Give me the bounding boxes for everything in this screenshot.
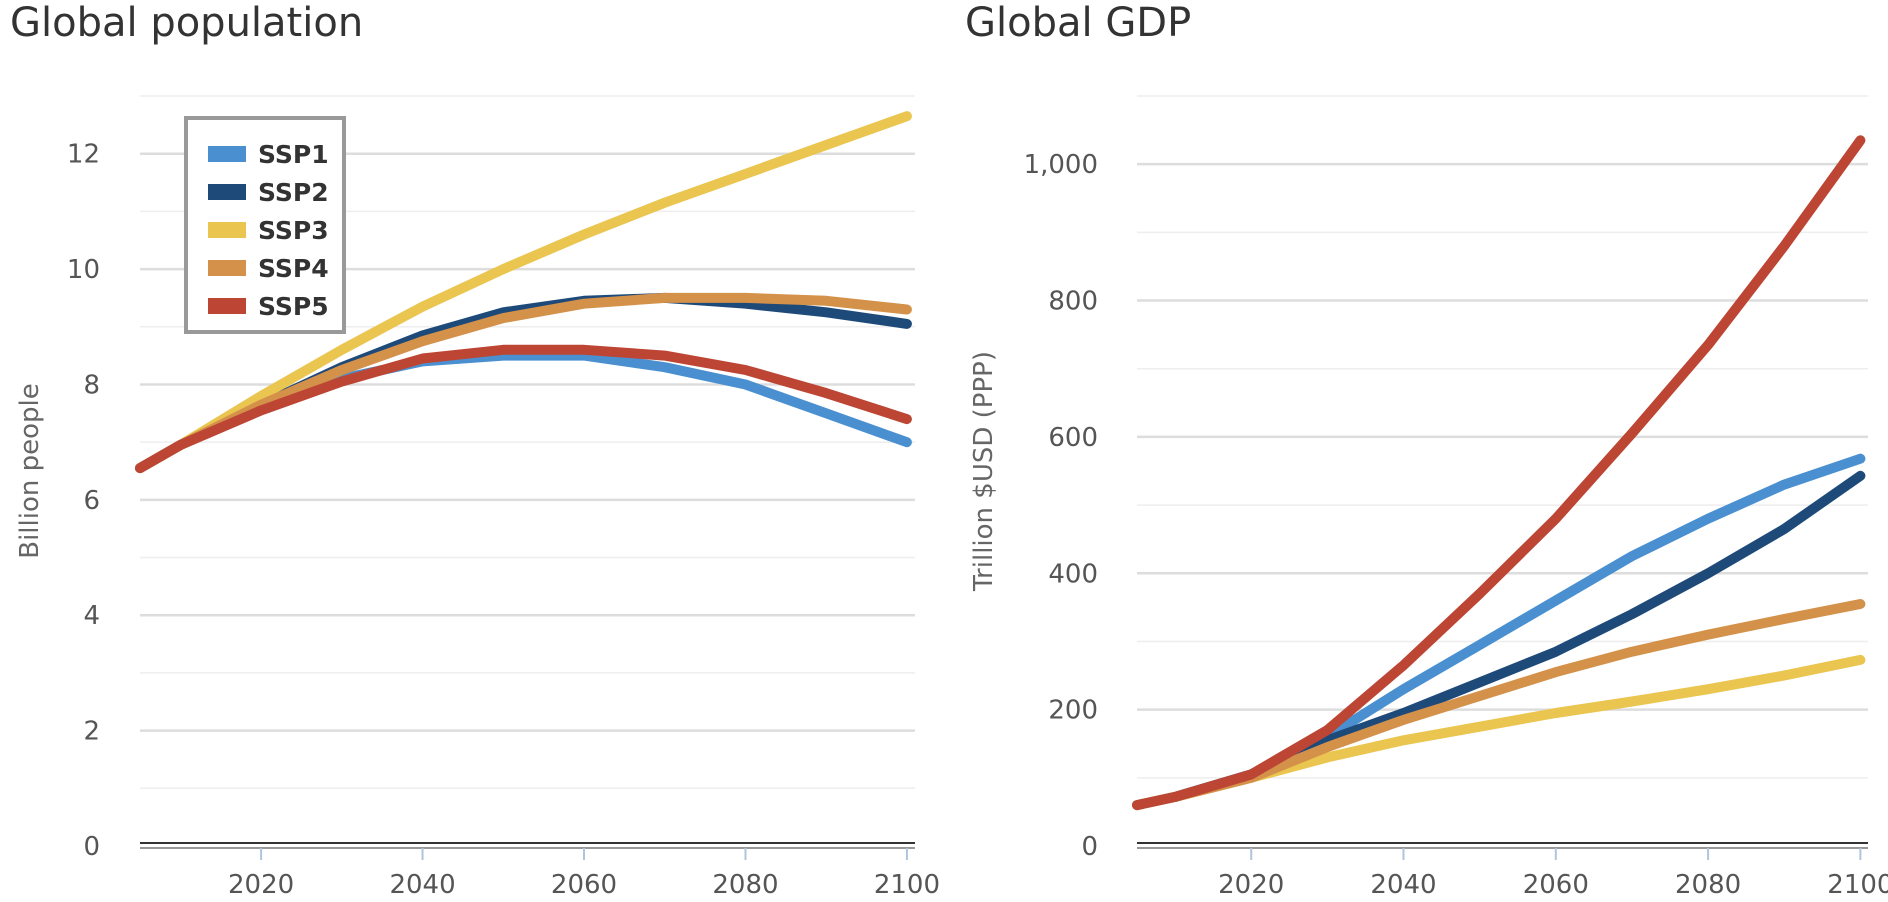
y-axis-label: Billion people (15, 383, 45, 559)
y-tick-label: 200 (1048, 696, 1098, 726)
x-tick-label: 2040 (389, 870, 455, 900)
chart-1: 0 200 400 600 800 1,000 2020 2040 2060 2080 2100 Tr… (969, 95, 1888, 900)
series-line-ssp2 (1132, 470, 1866, 811)
legend-swatch (208, 146, 246, 162)
legend-swatch (208, 298, 246, 314)
legend: SSP1 SSP2 SSP3 SSP4 SSP5 (184, 116, 346, 334)
x-tick-label: 2080 (712, 870, 778, 900)
y-tick-label: 6 (83, 486, 100, 516)
gdp-chart-title: Global GDP (965, 0, 1192, 46)
x-tick-label: 2100 (1827, 870, 1888, 900)
x-tick-label: 2100 (874, 870, 940, 900)
y-tick-label: 0 (1081, 832, 1098, 862)
y-axis-label: Trillion $USD (PPP) (969, 351, 999, 592)
x-tick-label: 2060 (551, 870, 617, 900)
x-tick-label: 2080 (1675, 870, 1741, 900)
legend-label: SSP4 (258, 254, 329, 283)
y-tick-label: 1,000 (1024, 150, 1098, 180)
series-line-ssp5 (1132, 135, 1866, 811)
x-tick-label: 2040 (1370, 870, 1436, 900)
legend-label: SSP5 (258, 292, 329, 321)
series-line-ssp5 (135, 344, 912, 474)
y-tick-label: 2 (83, 717, 100, 747)
x-tick-label: 2020 (228, 870, 294, 900)
y-tick-label: 800 (1048, 287, 1098, 317)
legend-label: SSP1 (258, 140, 329, 169)
y-tick-label: 400 (1048, 559, 1098, 589)
y-tick-label: 0 (83, 832, 100, 862)
legend-label: SSP2 (258, 178, 329, 207)
population-chart-title: Global population (10, 0, 364, 46)
series-line-ssp1 (1132, 453, 1866, 811)
y-tick-label: 600 (1048, 423, 1098, 453)
legend-swatch (208, 260, 246, 276)
series-line-ssp3 (135, 111, 912, 474)
legend-swatch (208, 222, 246, 238)
legend-swatch (208, 184, 246, 200)
chart-0: 0 2 4 6 8 10 12 2020 2040 2060 2080 2100 Billion peo… (15, 95, 940, 900)
y-tick-label: 12 (67, 140, 100, 170)
legend-label: SSP3 (258, 216, 329, 245)
x-tick-label: 2060 (1523, 870, 1589, 900)
y-tick-label: 4 (83, 601, 100, 631)
y-tick-label: 8 (83, 370, 100, 400)
x-tick-label: 2020 (1218, 870, 1284, 900)
y-tick-label: 10 (67, 255, 100, 285)
